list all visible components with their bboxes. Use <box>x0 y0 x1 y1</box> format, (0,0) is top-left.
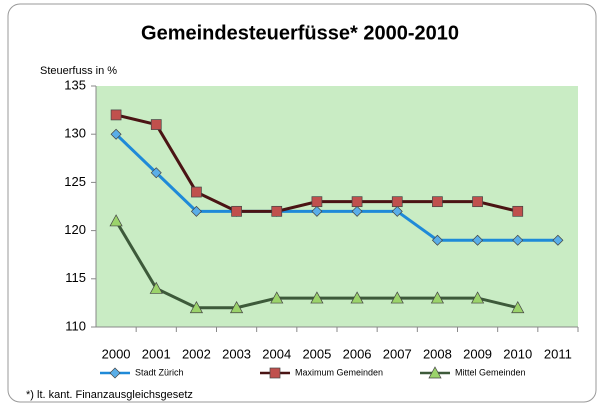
y-tick-label: 125 <box>64 174 86 189</box>
marker <box>150 167 162 179</box>
marker <box>351 205 363 217</box>
marker <box>472 196 483 208</box>
marker <box>390 291 404 304</box>
marker <box>110 128 122 140</box>
marker <box>149 281 163 294</box>
marker <box>391 205 403 217</box>
y-tick-label: 135 <box>64 77 86 92</box>
y-tick-label: 130 <box>64 126 86 141</box>
marker <box>470 291 485 304</box>
x-tick-label: 2006 <box>343 346 372 361</box>
legend-label: Mittel Gemeinden <box>455 367 526 377</box>
marker <box>311 196 323 208</box>
marker <box>110 109 122 121</box>
x-tick-label: 2001 <box>142 346 171 361</box>
marker <box>350 291 364 304</box>
marker <box>472 234 484 246</box>
legend-label: Maximum Gemeinden <box>295 367 383 377</box>
marker <box>109 214 123 227</box>
legend-marker <box>109 367 121 379</box>
marker <box>271 205 283 217</box>
marker <box>512 205 524 217</box>
x-tick-label: 2010 <box>503 346 532 361</box>
y-tick-label: 110 <box>65 318 86 333</box>
marker <box>310 291 324 304</box>
marker <box>512 234 524 246</box>
marker <box>231 205 242 217</box>
legend-label: Stadt Zürich <box>135 367 184 377</box>
marker <box>351 196 363 208</box>
y-axis-label: Steuerfuss in % <box>40 65 117 77</box>
marker <box>270 291 284 304</box>
y-tick-label: 115 <box>65 270 86 285</box>
x-tick-label: 2000 <box>102 346 131 361</box>
marker <box>432 196 443 208</box>
marker <box>511 300 525 314</box>
legend-marker <box>269 367 281 379</box>
marker <box>552 234 564 246</box>
x-tick-label: 2002 <box>182 346 211 361</box>
x-tick-label: 2005 <box>302 346 331 361</box>
marker <box>191 186 202 198</box>
marker <box>430 291 445 304</box>
legend-marker <box>428 366 442 379</box>
marker <box>431 234 443 246</box>
marker <box>311 205 323 217</box>
chart-title: Gemeindesteuerfüsse* 2000-2010 <box>141 22 459 44</box>
marker <box>190 205 202 217</box>
series-line <box>115 133 558 242</box>
x-tick-label: 2008 <box>423 346 452 361</box>
footnote: *) lt. kant. Finanzausgleichsgesetz <box>26 389 193 401</box>
x-tick-label: 2007 <box>383 346 412 361</box>
plot-area <box>96 86 578 327</box>
marker <box>150 119 162 130</box>
x-tick-label: 2011 <box>544 346 572 361</box>
marker <box>229 300 244 314</box>
y-tick-label: 120 <box>64 222 86 237</box>
x-tick-label: 2003 <box>222 346 251 361</box>
x-tick-label: 2009 <box>463 346 492 361</box>
marker <box>189 300 204 314</box>
x-tick-label: 2004 <box>262 346 291 361</box>
marker <box>391 196 403 208</box>
